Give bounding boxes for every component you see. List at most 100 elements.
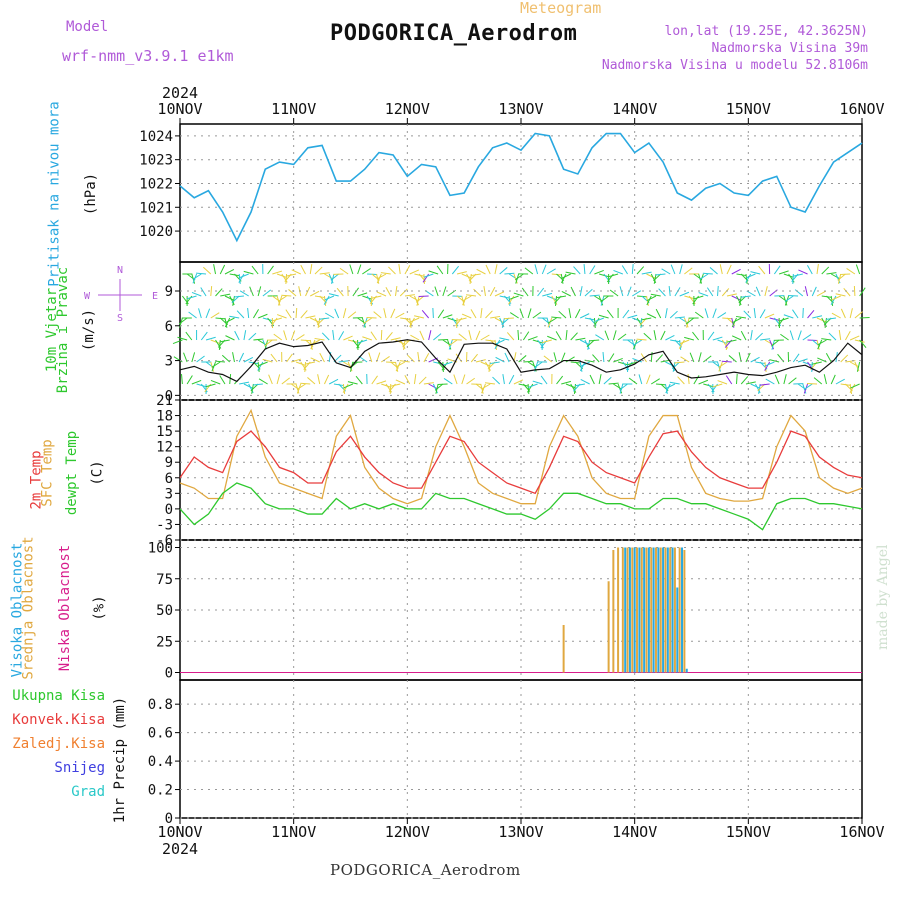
wind-barb xyxy=(830,374,836,385)
wind-barb xyxy=(684,267,693,275)
wind-barb xyxy=(740,376,749,385)
wind-barb xyxy=(653,273,662,282)
y-tick-label: 0 xyxy=(165,388,173,404)
wind-barb xyxy=(612,330,617,341)
wind-barb xyxy=(494,291,505,297)
wind-barb xyxy=(830,273,841,280)
y-tick-label: 100 xyxy=(148,541,173,557)
wind-barb xyxy=(371,375,378,385)
wind-barb xyxy=(243,383,254,389)
wind-barb xyxy=(377,273,387,280)
wind-barb xyxy=(712,336,723,341)
wind-barb xyxy=(233,295,244,298)
wind-barb xyxy=(743,310,752,319)
station-title: PODGORICA_Aerodrom xyxy=(330,21,578,46)
wind-barb xyxy=(677,376,685,385)
wind-barb xyxy=(556,295,567,299)
wind-barb xyxy=(778,317,789,322)
wind-barb xyxy=(803,383,813,391)
wind-barb xyxy=(638,374,643,385)
wind-barb xyxy=(726,264,732,275)
wind-barb xyxy=(399,360,410,363)
wind-barb xyxy=(853,285,856,297)
wind-barb xyxy=(437,309,445,319)
wind-barb xyxy=(342,383,346,394)
wind-barb xyxy=(849,335,860,341)
wind-barb xyxy=(224,269,235,275)
wind-barb xyxy=(373,311,382,319)
wind-barb xyxy=(840,308,846,319)
wind-barb xyxy=(746,273,756,279)
wind-barb xyxy=(385,332,393,341)
wind-barb xyxy=(291,358,302,363)
wind-barb xyxy=(745,273,748,284)
wind-barb xyxy=(338,331,345,341)
wind-barb xyxy=(641,271,652,275)
wind-barb xyxy=(508,273,518,280)
wind-barb xyxy=(442,361,453,366)
wind-barb xyxy=(769,359,780,363)
wind-barb xyxy=(731,268,741,275)
wind-barb xyxy=(698,292,709,297)
compass-n-label: N xyxy=(117,265,123,276)
wind-barb xyxy=(251,265,259,275)
wind-barb xyxy=(423,273,425,285)
wind-barb xyxy=(404,265,411,275)
wind-barb xyxy=(410,334,420,341)
wind-barb xyxy=(252,309,259,319)
wind-barb xyxy=(348,339,358,343)
wind-barb xyxy=(831,312,841,319)
wind-barb xyxy=(180,373,183,385)
wind-barb xyxy=(295,334,305,341)
wind-barb xyxy=(792,309,799,319)
wind-barb xyxy=(357,339,368,344)
wind-barb xyxy=(418,376,427,385)
wind-barb xyxy=(186,375,193,385)
wind-barb xyxy=(622,309,630,319)
wind-barb xyxy=(404,375,411,385)
wind-barb xyxy=(828,332,837,341)
wind-barb xyxy=(755,332,763,341)
wind-barb xyxy=(388,266,396,275)
wind-barb xyxy=(390,383,401,387)
wind-barb xyxy=(281,294,292,297)
wind-barb xyxy=(854,311,863,319)
wind-barb xyxy=(580,379,590,385)
wind-barb xyxy=(442,361,444,373)
bottom-date-label: 12NOV xyxy=(385,823,430,841)
wind-barb xyxy=(428,383,438,390)
wind-barb xyxy=(693,375,700,385)
wind-barb xyxy=(750,356,760,363)
wind-barb xyxy=(492,376,501,385)
wind-barb xyxy=(679,291,690,297)
wind-barb xyxy=(355,375,363,385)
wind-barb xyxy=(825,317,837,320)
wind-barb xyxy=(771,339,780,347)
wind-barb xyxy=(219,339,230,343)
wind-barb xyxy=(655,308,662,319)
wind-barb xyxy=(631,263,634,275)
wind-barb xyxy=(758,265,766,275)
wind-barb xyxy=(285,309,292,319)
wind-barb xyxy=(481,383,491,390)
wind-barb xyxy=(447,339,452,350)
wind-barb xyxy=(236,310,245,319)
wind-barb xyxy=(575,383,586,387)
wind-barb xyxy=(565,330,568,341)
wind-barb xyxy=(239,290,249,297)
wind-barb xyxy=(784,295,794,303)
wind-barb xyxy=(291,269,301,275)
wind-barb xyxy=(276,273,287,278)
wind-barb xyxy=(783,374,787,385)
wind-barb xyxy=(811,361,822,365)
wind-barb xyxy=(764,339,774,346)
wind-barb xyxy=(319,317,330,320)
wind-barb xyxy=(797,358,808,363)
wind-barb xyxy=(643,332,652,341)
y-tick-label: 0.6 xyxy=(148,726,173,742)
y-tick-label: 9 xyxy=(165,284,173,300)
wind-barb xyxy=(792,273,794,285)
wind-barb xyxy=(504,352,510,363)
wind-barb xyxy=(264,339,273,347)
meteogram-label: Meteogram xyxy=(520,0,602,17)
